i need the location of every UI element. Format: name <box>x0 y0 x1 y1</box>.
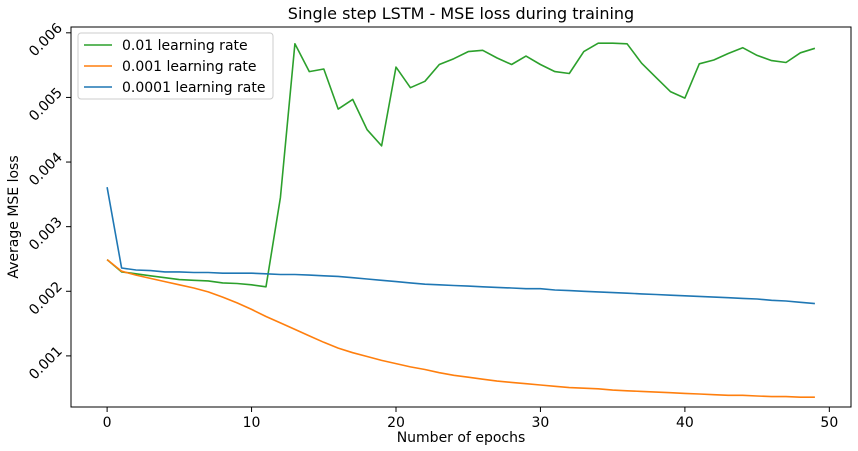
y-tick-label: 0.004 <box>26 149 66 189</box>
legend-label: 0.01 learning rate <box>122 38 248 54</box>
series-line-1 <box>106 258 815 399</box>
x-tick-label: 0 <box>103 415 112 431</box>
y-tick-label: 0.001 <box>26 343 66 383</box>
x-tick-label: 10 <box>243 415 261 431</box>
series-line-0 <box>106 42 816 288</box>
x-axis-label: Number of epochs <box>397 430 526 446</box>
y-axis-label: Average MSE loss <box>6 155 22 278</box>
x-tick-label: 30 <box>532 415 550 431</box>
y-tick-label: 0.002 <box>26 279 66 319</box>
series-line-2 <box>106 187 815 305</box>
chart-title: Single step LSTM - MSE loss during train… <box>288 4 634 23</box>
x-axis: 0 10 20 30 40 50 <box>103 407 838 431</box>
x-tick-label: 40 <box>676 415 694 431</box>
x-tick-label: 20 <box>387 415 405 431</box>
y-tick-label: 0.005 <box>26 85 66 125</box>
y-tick-label: 0.003 <box>26 214 66 254</box>
y-tick-label: 0.006 <box>26 20 66 60</box>
plot-lines <box>106 42 816 399</box>
plot-frame <box>70 26 852 408</box>
legend-box <box>77 32 274 100</box>
x-tick-label: 50 <box>820 415 838 431</box>
y-axis: 0.001 0.002 0.003 0.004 0.005 0.006 <box>26 20 71 383</box>
legend-label: 0.0001 learning rate <box>122 80 265 96</box>
legend-label: 0.001 learning rate <box>122 59 257 75</box>
legend: 0.01 learning rate 0.001 learning rate 0.0… <box>77 32 274 100</box>
